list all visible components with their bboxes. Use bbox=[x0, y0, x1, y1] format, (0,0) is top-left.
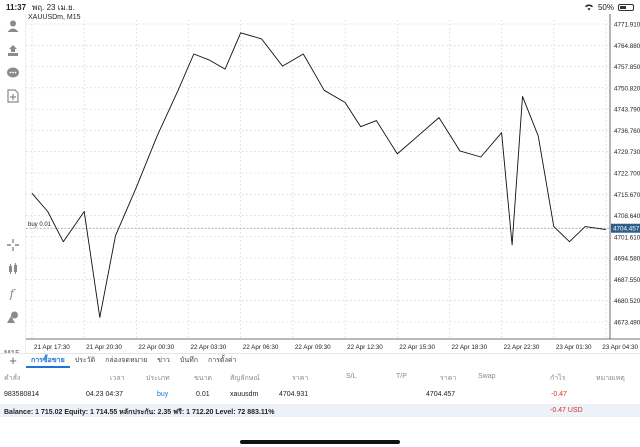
price-tick-label: 4736.760 bbox=[614, 128, 640, 135]
order-id: 983580814 bbox=[4, 391, 40, 398]
time-tick-label: 22 Apr 00:30 bbox=[138, 344, 174, 351]
time-tick-label: 21 Apr 20:30 bbox=[86, 344, 122, 351]
status-right: 50% bbox=[584, 3, 634, 12]
add-icon[interactable]: + bbox=[9, 352, 17, 368]
balance-bar: Balance: 1 715.02 Equity: 1 714.55 หลักป… bbox=[0, 404, 640, 417]
total-profit: -0.47 USD bbox=[550, 407, 583, 414]
order-size: 0.01 bbox=[196, 391, 210, 398]
time-tick-label: 22 Apr 06:30 bbox=[243, 344, 279, 351]
time-tick-label: 21 Apr 17:30 bbox=[34, 344, 70, 351]
account-icon[interactable] bbox=[5, 18, 21, 34]
function-icon[interactable]: f bbox=[5, 285, 21, 301]
price-tick-label: 4729.730 bbox=[614, 149, 640, 156]
header-sl: S/L bbox=[346, 373, 357, 380]
price-tick-label: 4750.820 bbox=[614, 85, 640, 92]
total-profit-value: -0.47 bbox=[550, 407, 566, 414]
price-tick-label: 4708.640 bbox=[614, 213, 640, 220]
price-tick-label: 4771.910 bbox=[614, 22, 640, 29]
order-time: 04.23 04:37 bbox=[86, 391, 123, 398]
time-tick-label: 22 Apr 22:30 bbox=[504, 344, 540, 351]
total-profit-currency: USD bbox=[567, 407, 583, 414]
battery-icon bbox=[618, 3, 634, 11]
time-tick-label: 23 Apr 04:30 bbox=[602, 344, 638, 351]
time-tick-label: 22 Apr 09:30 bbox=[295, 344, 331, 351]
chart-svg: 4771.910 4764.880 4757.850 4750.820 4743.790… bbox=[26, 14, 640, 351]
tab-news[interactable]: ข่าว bbox=[157, 356, 170, 364]
current-price-tag bbox=[611, 223, 640, 233]
header-type: ประเภท bbox=[146, 375, 170, 382]
candlestick-icon[interactable] bbox=[5, 261, 21, 277]
trade-table-header: คำสั่ง เวลา ประเภท ขนาด สัญลักษณ์ ราคา S… bbox=[0, 370, 640, 384]
header-time: เวลา bbox=[110, 375, 125, 382]
order-line-label: buy 0.01 bbox=[28, 222, 52, 228]
price-tick-label: 4680.520 bbox=[614, 298, 640, 305]
header-current-price: ราคา bbox=[440, 375, 457, 382]
tab-journal[interactable]: บันทึก bbox=[179, 356, 198, 364]
trade-icon[interactable] bbox=[5, 42, 21, 58]
time-tick-label: 22 Apr 03:30 bbox=[191, 344, 227, 351]
tab-trade[interactable]: การซื้อขาย bbox=[26, 354, 70, 368]
current-price-label: 4704.457 bbox=[613, 226, 640, 233]
price-tick-label: 4673.490 bbox=[614, 320, 640, 327]
price-series-line bbox=[31, 32, 607, 318]
header-profit: กำไร bbox=[550, 375, 566, 382]
order-current-price: 4704.457 bbox=[426, 391, 456, 398]
shapes-icon[interactable] bbox=[5, 309, 21, 325]
price-tick-label: 4757.850 bbox=[614, 64, 640, 71]
header-swap: Swap bbox=[478, 373, 496, 380]
time-tick-label: 22 Apr 15:30 bbox=[399, 344, 435, 351]
price-tick-label: 4715.670 bbox=[614, 192, 640, 199]
status-bar: 11:37 พฤ. 23 เม.ย. 50% bbox=[0, 0, 640, 14]
price-tick-label: 4743.790 bbox=[614, 107, 640, 114]
status-left: 11:37 พฤ. 23 เม.ย. bbox=[6, 1, 75, 14]
chart-toolbar: f M15 bbox=[0, 14, 26, 368]
price-tick-label: 4687.550 bbox=[614, 277, 640, 284]
chart-symbol-label: XAUUSDm, M15 bbox=[28, 14, 81, 21]
header-size: ขนาด bbox=[194, 375, 213, 382]
price-tick-label: 4701.610 bbox=[614, 234, 640, 241]
header-open-price: ราคา bbox=[292, 375, 309, 382]
price-tick-label: 4764.880 bbox=[614, 43, 640, 50]
time-tick-label: 23 Apr 01:30 bbox=[556, 344, 592, 351]
order-type: buy bbox=[157, 391, 169, 398]
tab-history[interactable]: ประวัติ bbox=[74, 356, 96, 364]
time-tick-label: 22 Apr 18:30 bbox=[451, 344, 487, 351]
header-symbol: สัญลักษณ์ bbox=[230, 375, 260, 382]
price-tick-label: 4694.580 bbox=[614, 256, 640, 263]
price-chart[interactable]: 4771.910 4764.880 4757.850 4750.820 4743.790… bbox=[26, 14, 640, 368]
header-comment: หมายเหตุ bbox=[596, 375, 625, 382]
time-tick-label: 22 Apr 12:30 bbox=[347, 344, 383, 351]
tab-settings[interactable]: การตั้งค่า bbox=[207, 356, 237, 364]
add-document-icon[interactable] bbox=[5, 88, 21, 104]
header-tp: T/P bbox=[396, 373, 407, 380]
wifi-icon bbox=[584, 4, 593, 11]
battery-percent: 50% bbox=[597, 2, 614, 12]
svg-text:f: f bbox=[9, 287, 17, 300]
balance-summary: Balance: 1 715.02 Equity: 1 714.55 หลักป… bbox=[4, 409, 275, 416]
chat-icon[interactable] bbox=[5, 65, 21, 81]
price-tick-label: 4722.700 bbox=[614, 171, 640, 178]
table-row[interactable]: 983580814 04.23 04:37 buy 0.01 xauusdm 4… bbox=[0, 388, 640, 402]
order-profit: -0.47 bbox=[551, 391, 567, 398]
crosshair-icon[interactable] bbox=[5, 237, 21, 253]
home-indicator bbox=[240, 440, 400, 444]
clock-time: 11:37 bbox=[6, 2, 27, 12]
tab-mailbox[interactable]: กล่องจดหมาย bbox=[105, 356, 148, 364]
header-order: คำสั่ง bbox=[4, 375, 21, 382]
order-symbol: xauusdm bbox=[230, 391, 259, 398]
order-open-price: 4704.931 bbox=[279, 391, 309, 398]
status-date: พฤ. 23 เม.ย. bbox=[32, 2, 75, 12]
bottom-tabs: + การซื้อขาย ประวัติ กล่องจดหมาย ข่าว บั… bbox=[0, 352, 640, 368]
